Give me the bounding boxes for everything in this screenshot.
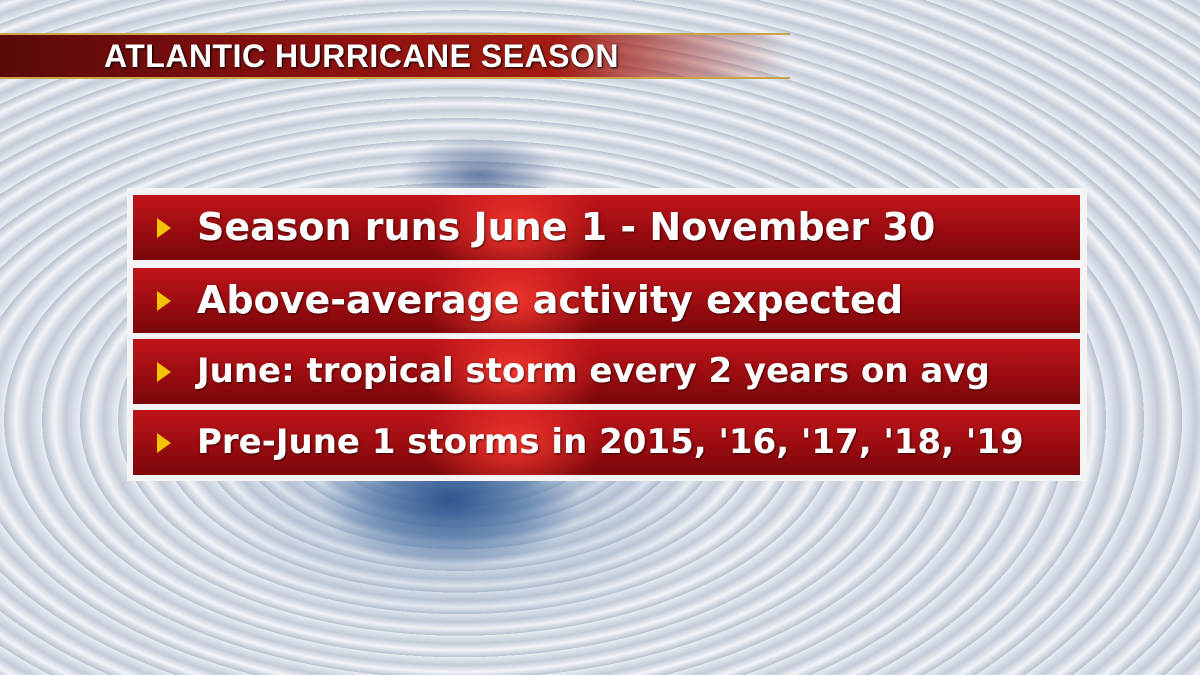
bullet-panel: Season runs June 1 - November 30 Above-av… [127,188,1087,481]
bullet-marker [157,362,171,382]
bullet-row: Season runs June 1 - November 30 [133,195,1080,260]
bullet-row: Above-average activity expected [133,268,1080,333]
bullet-text: June: tropical storm every 2 years on av… [197,351,990,391]
bullet-marker [157,291,171,311]
title-bar: ATLANTIC HURRICANE SEASON [0,33,790,79]
bullet-row: June: tropical storm every 2 years on av… [133,339,1080,404]
bullet-row: Pre-June 1 storms in 2015, '16, '17, '18… [133,410,1080,475]
bullet-text: Above-average activity expected [197,278,904,322]
bullet-marker [157,433,171,453]
bullet-marker [157,218,171,238]
title: ATLANTIC HURRICANE SEASON [104,38,620,74]
bullet-text: Season runs June 1 - November 30 [197,205,936,249]
bullet-text: Pre-June 1 storms in 2015, '16, '17, '18… [197,422,1024,462]
